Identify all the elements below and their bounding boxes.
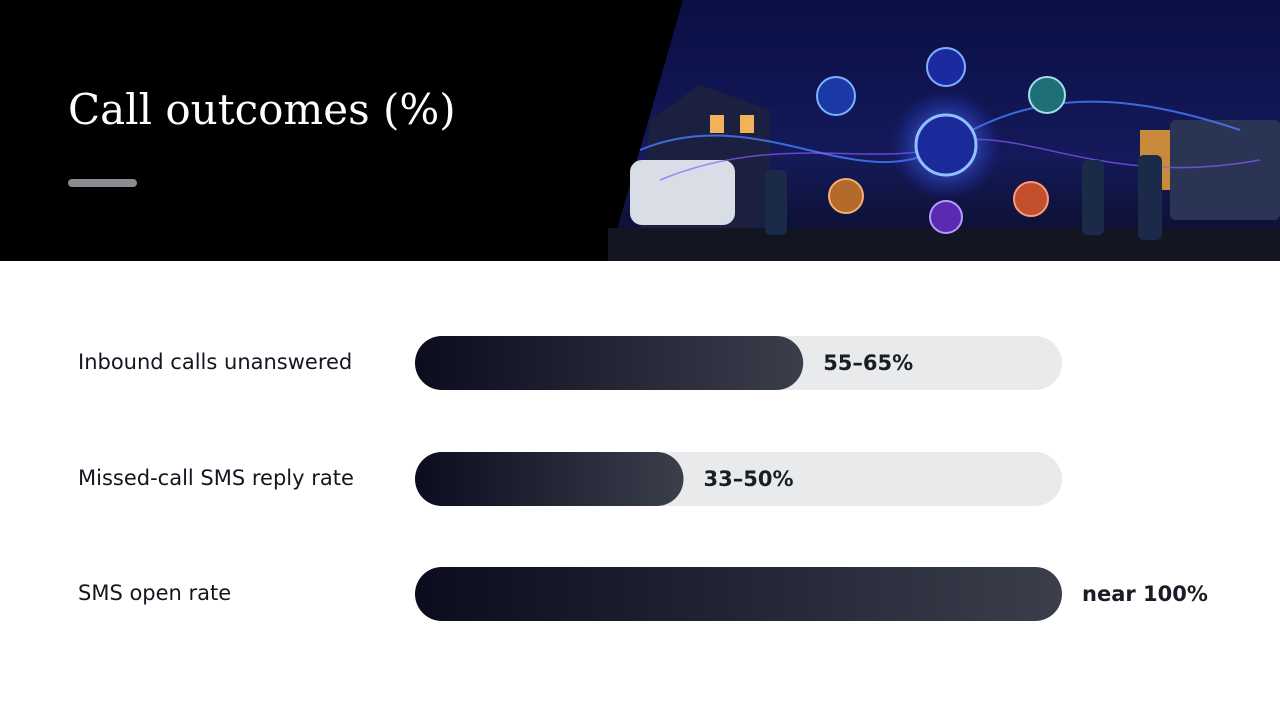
- chart-title: Call outcomes (%): [68, 85, 456, 134]
- bar: [415, 567, 1062, 621]
- header-illustration: [608, 0, 1280, 261]
- value-label: near 100%: [1082, 582, 1208, 606]
- category-label: Inbound calls unanswered: [78, 350, 352, 374]
- title-underline: [68, 179, 137, 187]
- category-label: SMS open rate: [78, 581, 231, 605]
- category-label: Missed-call SMS reply rate: [78, 466, 354, 490]
- plot-area: Inbound calls unanswered 55–65% Missed-cal…: [78, 336, 1208, 621]
- value-label: 55–65%: [823, 351, 913, 375]
- bar: [415, 452, 684, 506]
- bar: [415, 336, 804, 390]
- value-label: 33–50%: [704, 467, 794, 491]
